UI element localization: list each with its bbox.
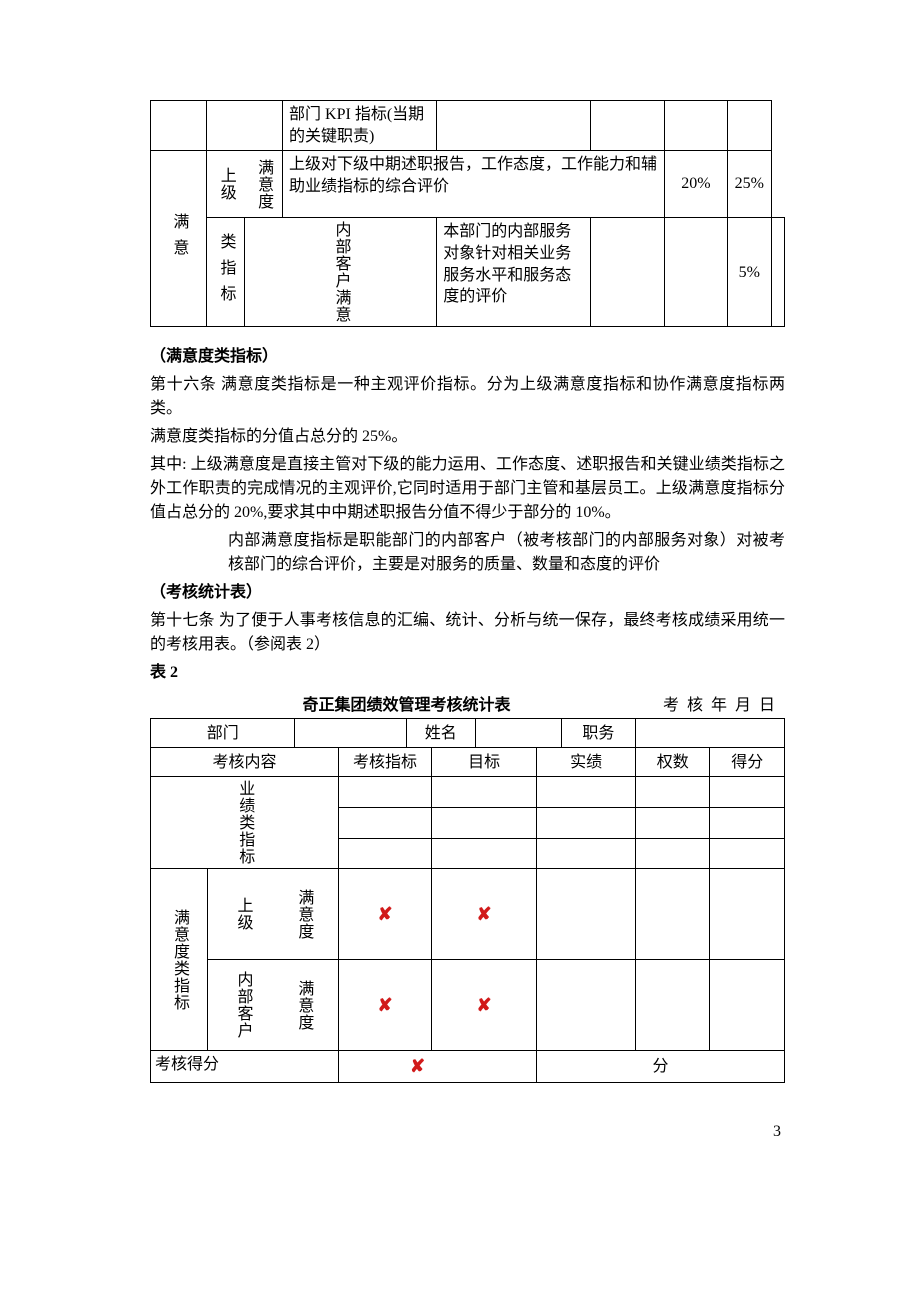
col-score: 得分 bbox=[710, 748, 785, 777]
score-suffix: 分 bbox=[537, 1051, 785, 1083]
table-row: 部门 KPI 指标(当期的关键职责) bbox=[151, 101, 785, 151]
table-row: 满意度类指标 上级 满意度 ✘ ✘ bbox=[151, 869, 785, 960]
table-row: 部门 姓名 职务 bbox=[151, 719, 785, 748]
table2-label: 表 2 bbox=[150, 661, 785, 685]
int-a: 内部客户 bbox=[232, 971, 254, 1039]
x-icon: ✘ bbox=[477, 904, 492, 924]
col-target: 目标 bbox=[432, 748, 537, 777]
sat-category-label-2: 类指标 bbox=[215, 233, 237, 311]
internal-desc: 本部门的内部服务对象针对相关业务服务水平和服务态度的评价 bbox=[437, 218, 591, 327]
sup-a: 上级 bbox=[232, 897, 254, 931]
article-16-p1: 第十六条 满意度类指标是一种主观评价指标。分为上级满意度指标和协作满意度指标两类… bbox=[150, 373, 785, 421]
x-icon: ✘ bbox=[410, 1056, 425, 1076]
pct-5: 5% bbox=[727, 218, 771, 327]
table2-date: 考核年月日 bbox=[663, 691, 785, 715]
table-row: 满意 上级 满意度 上级对下级中期述职报告，工作态度，工作能力和辅助业绩指标的综… bbox=[151, 151, 785, 218]
col-actual: 实绩 bbox=[537, 748, 636, 777]
section-heading-satisfaction: （满意度类指标） bbox=[150, 345, 785, 369]
article-16-p3: 其中: 上级满意度是直接主管对下级的能力运用、工作态度、述职报告和关键业绩类指标… bbox=[150, 453, 785, 525]
sat-label: 满意度类指标 bbox=[168, 909, 190, 1011]
satisfaction-label: 满意度 bbox=[253, 159, 275, 210]
sat-category-label-1: 满意 bbox=[168, 213, 190, 265]
x-icon: ✘ bbox=[477, 995, 492, 1015]
table2-title-row: 奇正集团绩效管理考核统计表 考核年月日 bbox=[150, 691, 785, 715]
pct-20: 20% bbox=[665, 151, 728, 218]
table-row: 内部客户 满意度 ✘ ✘ bbox=[151, 960, 785, 1051]
supervisor-desc: 上级对下级中期述职报告，工作态度，工作能力和辅助业绩指标的综合评价 bbox=[283, 151, 665, 218]
section-heading-stats: （考核统计表） bbox=[150, 581, 785, 605]
indicator-table: 部门 KPI 指标(当期的关键职责) 满意 上级 满意度 上级对下级中期述职报告… bbox=[150, 100, 785, 327]
table-row: 业绩类指标 bbox=[151, 777, 785, 808]
col-content: 考核内容 bbox=[151, 748, 339, 777]
table-row: 考核内容 考核指标 目标 实绩 权数 得分 bbox=[151, 748, 785, 777]
article-16-p2: 满意度类指标的分值占总分的 25%。 bbox=[150, 425, 785, 449]
table2-title: 奇正集团绩效管理考核统计表 bbox=[150, 691, 663, 715]
x-icon: ✘ bbox=[377, 904, 392, 924]
total-label: 考核得分 bbox=[151, 1051, 339, 1083]
col-weight: 权数 bbox=[636, 748, 710, 777]
table-row: 类指标 内部客户满意 本部门的内部服务对象针对相关业务服务水平和服务态度的评价 … bbox=[151, 218, 785, 327]
perf-label: 业绩类指标 bbox=[234, 780, 256, 865]
page-number: 3 bbox=[150, 1123, 785, 1141]
x-icon: ✘ bbox=[377, 995, 392, 1015]
table-row: 考核得分 ✘ 分 bbox=[151, 1051, 785, 1083]
article-16-p4: 内部满意度指标是职能部门的内部客户（被考核部门的内部服务对象）对被考核部门的综合… bbox=[150, 529, 785, 577]
article-17: 第十七条 为了便于人事考核信息的汇编、统计、分析与统一保存，最终考核成绩采用统一… bbox=[150, 609, 785, 657]
assessment-stats-table: 部门 姓名 职务 考核内容 考核指标 目标 实绩 权数 得分 业绩类指标 bbox=[150, 718, 785, 1083]
sup-b: 满意度 bbox=[293, 889, 315, 940]
int-b: 满意度 bbox=[293, 980, 315, 1031]
supervisor-label: 上级 bbox=[215, 167, 237, 201]
internal-customer-label: 内部客户满意 bbox=[330, 221, 352, 323]
kpi-cell: 部门 KPI 指标(当期的关键职责) bbox=[283, 101, 437, 151]
role-label: 职务 bbox=[561, 719, 635, 748]
name-label: 姓名 bbox=[407, 719, 475, 748]
pct-25: 25% bbox=[727, 151, 771, 218]
col-metric: 考核指标 bbox=[339, 748, 432, 777]
dept-label: 部门 bbox=[151, 719, 295, 748]
